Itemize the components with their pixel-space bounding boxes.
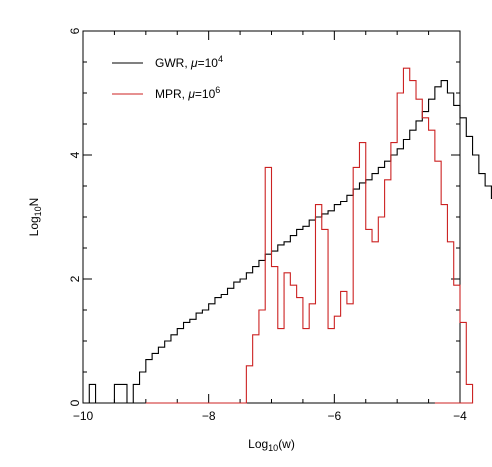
y-axis-label: Log10N [27, 198, 43, 237]
legend-label-gwr: GWR, μ=104 [155, 54, 223, 70]
y-tick-label: 2 [68, 275, 82, 282]
series-line-mpr [145, 67, 474, 404]
x-tick-label: −8 [202, 409, 216, 423]
x-tick-label: −10 [73, 409, 94, 423]
x-axis-label: Log10(w) [248, 437, 295, 453]
legend-label-mpr: MPR, μ=106 [155, 85, 220, 101]
x-tick-label: −4 [453, 409, 467, 423]
y-tick-label: 6 [68, 27, 82, 34]
y-tick-label: 0 [68, 399, 82, 406]
y-tick-label: 4 [68, 151, 82, 158]
series-line-gwr [83, 80, 492, 404]
x-tick-label: −6 [327, 409, 341, 423]
